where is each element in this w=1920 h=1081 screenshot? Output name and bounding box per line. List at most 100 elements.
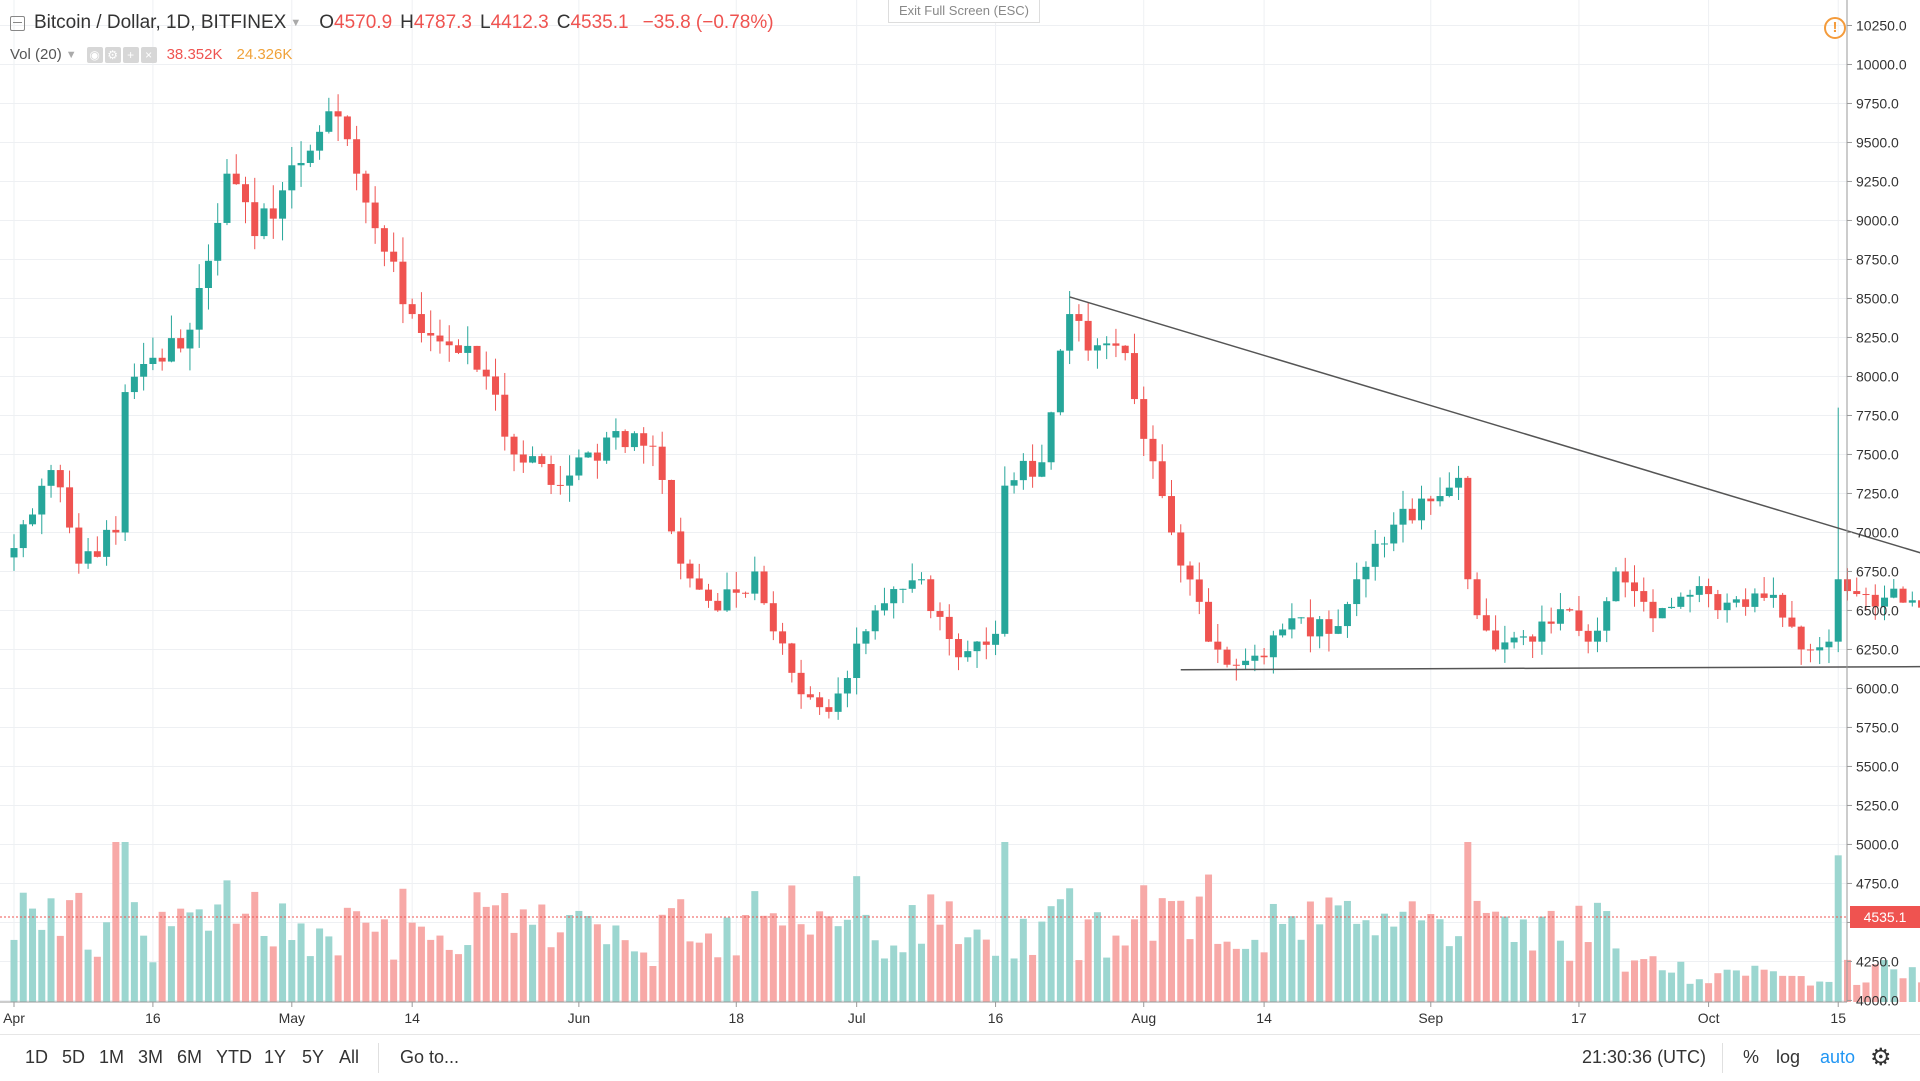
interval-ytd[interactable]: YTD [216, 1047, 252, 1068]
volume-bar [1798, 976, 1805, 1002]
volume-indicator-label[interactable]: Vol (20) [10, 46, 62, 63]
volume-bar [1501, 917, 1508, 1002]
candle-body [1251, 656, 1258, 661]
chevron-down-icon[interactable]: ▼ [66, 49, 77, 61]
y-tick-label: 4750.0 [1856, 875, 1899, 891]
volume-bar [594, 924, 601, 1002]
volume-bar [1131, 919, 1138, 1002]
volume-bar [733, 955, 740, 1002]
volume-bar [1640, 959, 1647, 1002]
warning-icon[interactable]: ! [1824, 17, 1846, 39]
auto-scale-toggle[interactable]: auto [1820, 1047, 1855, 1068]
candle-body [1362, 567, 1369, 579]
trendlines[interactable] [1070, 297, 1920, 670]
symbol-title[interactable]: Bitcoin / Dollar, 1D, BITFINEX [34, 12, 286, 34]
candle-body [353, 139, 360, 173]
volume-bar [1261, 952, 1268, 1002]
goto-date-button[interactable]: Go to... [400, 1047, 459, 1068]
x-tick-label: Jun [568, 1010, 591, 1026]
candle-body [233, 174, 240, 185]
candle-body [1159, 461, 1166, 496]
volume-bar [1529, 950, 1536, 1002]
collapse-icon[interactable] [10, 16, 25, 31]
chevron-down-icon[interactable]: ▼ [290, 17, 301, 29]
chart-grid [0, 0, 1920, 1002]
candle-body [1205, 602, 1212, 642]
volume-bar [816, 911, 823, 1002]
candle-body [335, 111, 342, 116]
interval-1y[interactable]: 1Y [264, 1047, 286, 1068]
volume-bar [436, 936, 443, 1002]
volume-bar [1585, 942, 1592, 1002]
volume-bar [149, 962, 156, 1002]
volume-bar [372, 932, 379, 1002]
candle-body [344, 116, 351, 139]
candle-body [298, 163, 305, 165]
y-tick-label: 8750.0 [1856, 251, 1899, 267]
volume-bar [696, 943, 703, 1002]
volume-bar [992, 956, 999, 1002]
volume-bar [399, 889, 406, 1002]
interval-5d[interactable]: 5D [62, 1047, 85, 1068]
y-tick-label: 10250.0 [1856, 17, 1907, 33]
candle-body [1149, 439, 1156, 461]
volume-bar [11, 940, 18, 1002]
interval-all[interactable]: All [339, 1047, 359, 1068]
plus-icon[interactable]: + [123, 47, 139, 63]
volume-bar [242, 914, 249, 1002]
volume-bar [1048, 906, 1055, 1002]
exit-fullscreen-button[interactable]: Exit Full Screen (ESC) [888, 0, 1040, 23]
volume-bar [112, 842, 119, 1002]
candle-body [992, 634, 999, 645]
volume-bar [779, 925, 786, 1002]
open-value: 4570.9 [334, 12, 392, 34]
candle-body [1594, 631, 1601, 642]
volume-bar [409, 923, 416, 1002]
close-icon[interactable]: × [141, 47, 157, 63]
descending-resistance-line [1070, 297, 1920, 609]
x-tick-label: 14 [404, 1010, 420, 1026]
volume-bar [538, 905, 545, 1002]
volume-bar [1112, 936, 1119, 1002]
volume-bar [1196, 897, 1203, 1002]
price-chart[interactable]: 10250.010000.09750.09500.09250.09000.087… [0, 0, 1920, 1034]
candle-body [1344, 604, 1351, 626]
price-axis[interactable]: 10250.010000.09750.09500.09250.09000.087… [1847, 0, 1907, 1008]
candle-body [835, 693, 842, 711]
volume-bar [168, 926, 175, 1002]
candle-body [1631, 582, 1638, 591]
divider [1722, 1043, 1723, 1073]
log-scale-toggle[interactable]: log [1776, 1047, 1800, 1068]
y-tick-label: 6500.0 [1856, 602, 1899, 618]
interval-1m[interactable]: 1M [99, 1047, 124, 1068]
candle-body [1779, 595, 1786, 618]
volume-bar [1168, 901, 1175, 1002]
eye-icon[interactable]: ◉ [87, 47, 103, 63]
y-tick-label: 9500.0 [1856, 134, 1899, 150]
candle-body [75, 528, 82, 564]
candle-body [1677, 597, 1684, 607]
gear-icon[interactable]: ⚙ [105, 47, 121, 63]
candle-body [1483, 615, 1490, 630]
settings-gear-icon[interactable]: ⚙ [1870, 1043, 1892, 1072]
candle-body [1474, 579, 1481, 615]
candle-body [1103, 343, 1110, 345]
volume-bar [1446, 946, 1453, 1002]
percent-scale-toggle[interactable]: % [1743, 1047, 1759, 1068]
candle-body [1048, 412, 1055, 462]
volume-bar [1650, 956, 1657, 1002]
clock[interactable]: 21:30:36 (UTC) [1582, 1047, 1706, 1068]
time-axis[interactable]: Apr16May14Jun18Jul16Aug14Sep17Oct15Nov14… [0, 1002, 1920, 1026]
x-tick-label: 14 [1256, 1010, 1272, 1026]
x-tick-label: 18 [728, 1010, 744, 1026]
interval-5y[interactable]: 5Y [302, 1047, 324, 1068]
interval-6m[interactable]: 6M [177, 1047, 202, 1068]
volume-bar [751, 891, 758, 1002]
volume-bar [38, 930, 45, 1002]
interval-3m[interactable]: 3M [138, 1047, 163, 1068]
interval-1d[interactable]: 1D [25, 1047, 48, 1068]
candle-body [196, 288, 203, 330]
volume-bar [612, 925, 619, 1002]
volume-bar [668, 908, 675, 1002]
candle-body [1566, 609, 1573, 610]
